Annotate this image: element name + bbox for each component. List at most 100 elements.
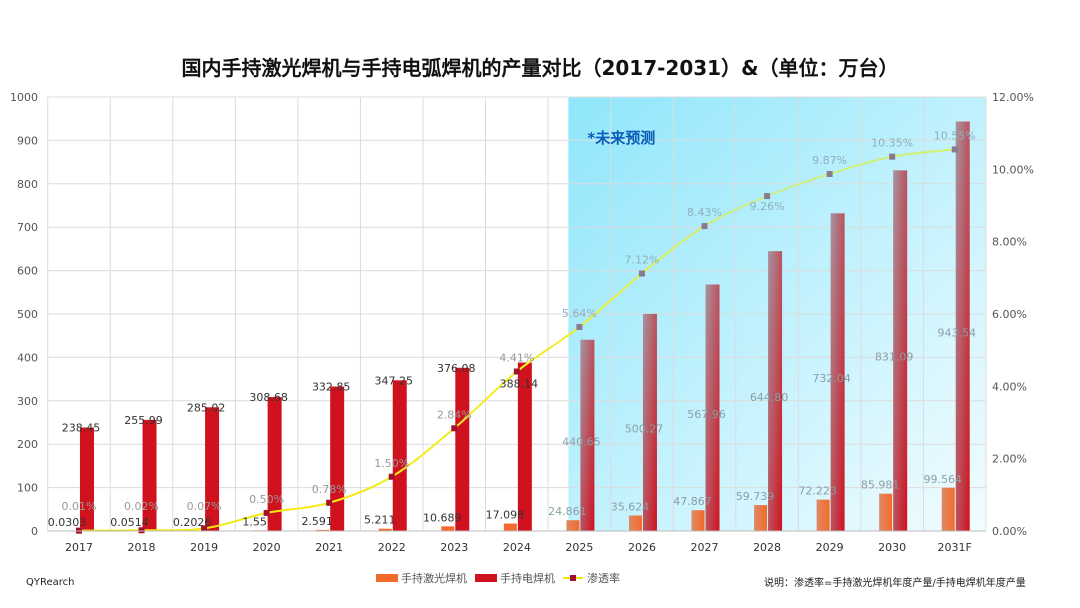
bar-arc [455, 367, 470, 531]
legend-label: 手持电焊机 [500, 572, 555, 585]
x-tick: 2031F [938, 541, 972, 554]
x-tick: 2018 [128, 541, 156, 554]
y-right-tick: 4.00% [992, 380, 1027, 393]
chart-title: 国内手持激光焊机与手持电弧焊机的产量对比（2017-2031）&（单位：万台） [181, 56, 899, 80]
footnote: 说明：渗透率=手持激光焊机年度产量/手持电焊机年度产量 [764, 578, 1026, 589]
label-laser: 72.223 [798, 485, 837, 498]
y-right-tick: 8.00% [992, 236, 1027, 249]
y-left-tick: 400 [17, 351, 38, 364]
y-left-tick: 600 [17, 265, 38, 278]
legend-item-rate[interactable]: 渗透率 [563, 570, 620, 586]
x-tick: 2029 [816, 541, 844, 554]
bar-arc [142, 419, 157, 531]
label-laser: 5.211 [364, 514, 396, 527]
x-tick: 2028 [753, 541, 781, 554]
label-arc: 238.45 [62, 422, 101, 435]
bar-laser [691, 510, 705, 531]
label-rate: 9.26% [750, 200, 785, 213]
label-laser: 0.2026 [173, 516, 212, 529]
legend-item-laser[interactable]: 手持激光焊机 [376, 570, 467, 586]
label-arc: 376.08 [437, 362, 476, 375]
bar-laser [941, 487, 955, 531]
bar-laser [628, 515, 642, 531]
label-laser: 0.0303 [48, 516, 87, 529]
rate-marker [138, 527, 145, 534]
rate-marker [826, 171, 833, 178]
label-rate: 0.01% [62, 500, 97, 513]
label-rate: 0.50% [249, 493, 284, 506]
x-tick: 2023 [440, 541, 468, 554]
label-rate: 10.55% [934, 129, 976, 142]
label-rate: 5.64% [562, 307, 597, 320]
label-arc: 347.25 [374, 374, 413, 387]
y-left-tick: 700 [17, 221, 38, 234]
bar-laser [566, 520, 580, 531]
bar-arc [392, 380, 407, 531]
label-arc: 285.02 [187, 401, 226, 414]
rate-marker [889, 153, 896, 160]
rate-marker [764, 193, 771, 200]
label-laser: 2.591 [301, 515, 333, 528]
label-rate: 1.50% [374, 457, 409, 470]
label-laser: 0.0514 [110, 516, 149, 529]
x-tick: 2020 [253, 541, 281, 554]
x-tick: 2027 [691, 541, 719, 554]
label-laser: 85.981 [861, 479, 900, 492]
label-rate: 2.84% [437, 408, 472, 421]
forecast-label: *未来预测 [587, 129, 655, 147]
label-rate: 4.41% [499, 352, 534, 365]
label-laser: 35.624 [611, 501, 650, 514]
bar-arc [955, 121, 970, 532]
rate-marker [638, 270, 645, 277]
bar-laser [754, 505, 768, 531]
legend: 手持激光焊机 手持电焊机 渗透率 [376, 570, 624, 586]
x-tick: 2030 [878, 541, 906, 554]
label-rate: 10.35% [871, 137, 913, 150]
label-arc: 831.09 [875, 351, 914, 364]
bar-laser [441, 526, 455, 531]
y-left-tick: 200 [17, 438, 38, 451]
y-left-tick: 100 [17, 482, 38, 495]
bar-arc [705, 284, 720, 531]
label-arc: 388.14 [500, 378, 539, 391]
legend-swatch-laser [376, 574, 398, 582]
legend-item-arc[interactable]: 手持电焊机 [475, 570, 555, 586]
bar-arc [205, 407, 220, 531]
label-rate: 7.12% [624, 253, 659, 266]
label-arc: 644.80 [750, 391, 789, 404]
label-rate: 0.07% [187, 500, 222, 513]
y-left-tick: 1000 [10, 91, 38, 104]
rate-marker [388, 473, 395, 480]
label-arc: 567.96 [687, 408, 726, 421]
y-left-tick: 300 [17, 395, 38, 408]
label-laser: 99.564 [923, 473, 962, 486]
label-arc: 308.68 [249, 391, 288, 404]
bar-arc [267, 397, 282, 531]
rate-marker [701, 223, 708, 230]
rate-marker [263, 509, 270, 516]
label-laser: 24.861 [548, 505, 587, 518]
y-right-tick: 2.00% [992, 453, 1027, 466]
label-laser: 1.55 [242, 515, 267, 528]
x-tick: 2019 [190, 541, 218, 554]
label-laser: 47.867 [673, 495, 712, 508]
bar-laser [503, 523, 517, 531]
y-left-tick: 0 [31, 525, 38, 538]
legend-label: 手持激光焊机 [401, 572, 467, 585]
legend-swatch-arc [475, 574, 497, 582]
label-rate: 0.02% [124, 500, 159, 513]
label-arc: 440.65 [562, 435, 601, 448]
y-left-tick: 900 [17, 134, 38, 147]
label-arc: 500.27 [625, 422, 664, 435]
x-tick: 2026 [628, 541, 656, 554]
label-laser: 17.098 [486, 509, 525, 522]
rate-marker [451, 425, 458, 432]
bar-laser [816, 499, 830, 531]
label-rate: 8.43% [687, 206, 722, 219]
label-arc: 332.85 [312, 381, 351, 394]
label-rate: 9.87% [812, 154, 847, 167]
y-right-tick: 10.00% [992, 163, 1034, 176]
rate-marker [513, 368, 520, 375]
y-left-tick: 500 [17, 308, 38, 321]
x-tick: 2025 [565, 541, 593, 554]
